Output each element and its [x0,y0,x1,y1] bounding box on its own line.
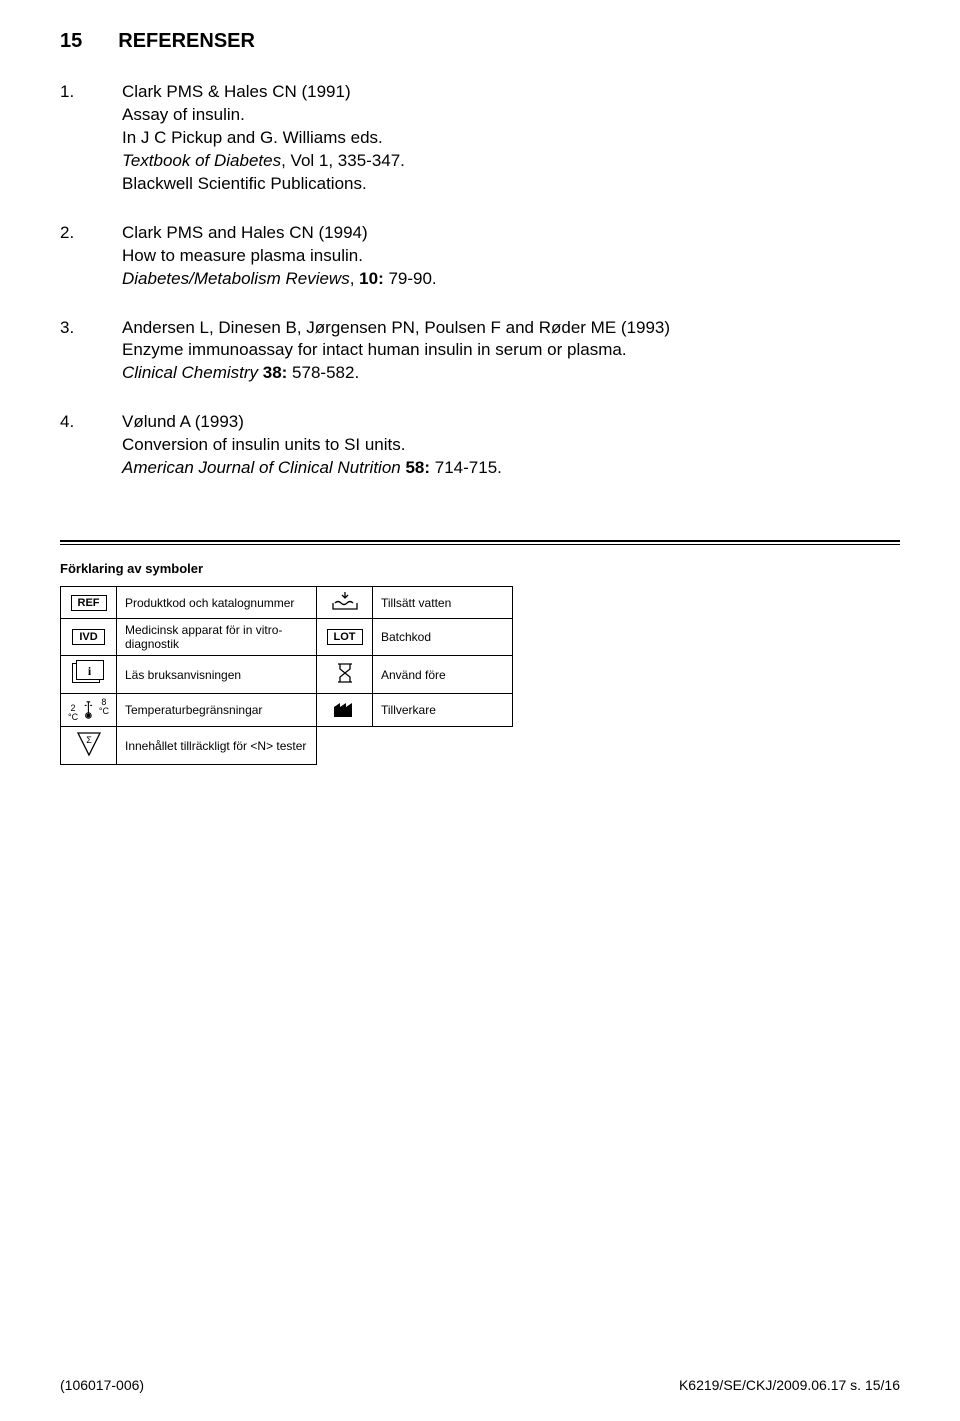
ref-bold: 58: [405,458,430,477]
divider [60,540,900,545]
reference-body: Andersen L, Dinesen B, Jørgensen PN, Pou… [122,317,670,386]
footer-left: (106017-006) [60,1377,144,1393]
consult-instructions-icon: i [61,656,117,694]
reference-item: 4. Vølund A (1993) Conversion of insulin… [60,411,900,480]
page-footer: (106017-006) K6219/SE/CKJ/2009.06.17 s. … [60,1377,900,1393]
ref-text: Clark PMS and Hales CN (1994) [122,223,368,242]
ref-text: 714-715. [430,458,502,477]
table-row: Σ Innehållet tillräckligt för <N> tester [61,727,513,765]
divider-thick [60,540,900,542]
lot-label: LOT [327,629,363,645]
legend-title: Förklaring av symboler [60,561,900,576]
ref-text: 79-90. [384,269,437,288]
table-row: IVD Medicinsk apparat för in vitro-diagn… [61,619,513,656]
table-row: REF Produktkod och katalognummer Tillsät… [61,587,513,619]
ivd-label: IVD [72,629,104,645]
table-row: 2 °C 8 °C Temperaturbegränsningar Tillve… [61,694,513,727]
reference-number: 1. [60,81,122,196]
ref-bold: 38: [263,363,288,382]
section-number: 15 [60,30,82,53]
section-heading: 15 REFERENSER [60,30,900,53]
ref-italic: American Journal of Clinical Nutrition [122,458,405,477]
ref-text: 578-582. [287,363,359,382]
reference-list: 1. Clark PMS & Hales CN (1991) Assay of … [60,81,900,480]
ref-bold: 10: [359,269,384,288]
lot-symbol-icon: LOT [317,619,373,656]
ref-text: Assay of insulin. [122,105,245,124]
legend-desc: Använd före [373,656,513,694]
legend-desc: Batchkod [373,619,513,656]
table-row: i Läs bruksanvisningen Använd före [61,656,513,694]
svg-text:Σ: Σ [86,735,92,745]
use-by-icon [317,656,373,694]
reference-item: 2. Clark PMS and Hales CN (1994) How to … [60,222,900,291]
ref-text: How to measure plasma insulin. [122,246,363,265]
ref-label: REF [71,595,107,611]
sufficient-for-icon: Σ [61,727,117,765]
legend-desc: Innehållet tillräckligt för <N> tester [117,727,317,765]
ref-italic: Clinical Chemistry [122,363,263,382]
ref-symbol-icon: REF [61,587,117,619]
reference-number: 4. [60,411,122,480]
ref-text: In J C Pickup and G. Williams eds. [122,128,383,147]
temp-low: 2 °C [65,704,81,722]
reference-item: 3. Andersen L, Dinesen B, Jørgensen PN, … [60,317,900,386]
legend-desc: Temperaturbegränsningar [117,694,317,727]
ref-text: Vølund A (1993) [122,412,244,431]
temperature-limit-icon: 2 °C 8 °C [61,694,117,727]
ref-italic: Diabetes/Metabolism Reviews [122,269,350,288]
legend-desc: Tillverkare [373,694,513,727]
temp-high: 8 °C [96,698,112,716]
reference-item: 1. Clark PMS & Hales CN (1991) Assay of … [60,81,900,196]
water-icon [317,587,373,619]
reference-body: Clark PMS and Hales CN (1994) How to mea… [122,222,437,291]
legend-desc: Medicinsk apparat för in vitro-diagnosti… [117,619,317,656]
reference-number: 2. [60,222,122,291]
reference-number: 3. [60,317,122,386]
footer-right: K6219/SE/CKJ/2009.06.17 s. 15/16 [679,1377,900,1393]
section-title: REFERENSER [118,30,255,53]
ref-text: Enzyme immunoassay for intact human insu… [122,340,627,359]
ref-text: Conversion of insulin units to SI units. [122,435,405,454]
legend-table: REF Produktkod och katalognummer Tillsät… [60,586,513,765]
ref-text: , [350,269,359,288]
legend-desc: Tillsätt vatten [373,587,513,619]
reference-body: Clark PMS & Hales CN (1991) Assay of ins… [122,81,405,196]
legend-desc: Läs bruksanvisningen [117,656,317,694]
ref-italic: Textbook of Diabetes [122,151,281,170]
manufacturer-icon [317,694,373,727]
ref-text: Clark PMS & Hales CN (1991) [122,82,351,101]
legend-desc: Produktkod och katalognummer [117,587,317,619]
ref-text: Blackwell Scientific Publications. [122,174,367,193]
ivd-symbol-icon: IVD [61,619,117,656]
reference-body: Vølund A (1993) Conversion of insulin un… [122,411,502,480]
divider-thin [60,544,900,545]
ref-text: Andersen L, Dinesen B, Jørgensen PN, Pou… [122,318,670,337]
ref-text: , Vol 1, 335-347. [281,151,405,170]
